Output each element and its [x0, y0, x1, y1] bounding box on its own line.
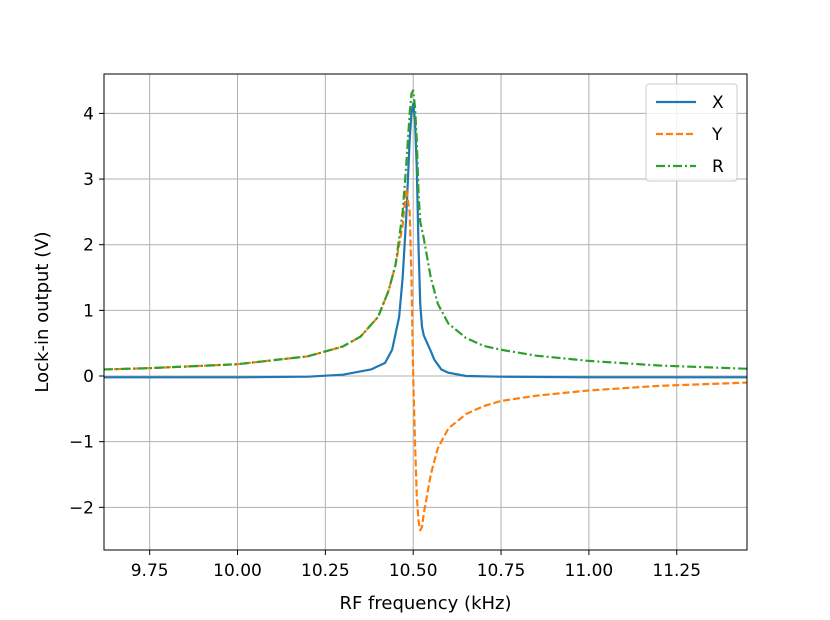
x-axis-ticks: 9.75 10.00 10.25 10.50 10.75 11.00 11.25: [131, 550, 701, 581]
y-axis-label: Lock-in output (V): [32, 231, 53, 392]
legend: XYR: [645, 83, 738, 182]
y-tick-label: 1: [83, 301, 94, 321]
series-line-x: [104, 102, 747, 379]
y-tick-label: 0: [83, 367, 94, 387]
x-tick-label: 11.00: [565, 561, 614, 581]
legend-label-r: R: [712, 157, 724, 177]
x-tick-label: 10.50: [389, 561, 438, 581]
y-tick-label: 2: [83, 236, 94, 256]
x-axis-label: RF frequency (kHz): [339, 593, 511, 614]
y-tick-label: 4: [83, 104, 94, 124]
grid: [104, 74, 747, 550]
y-axis-ticks: −2 −1 0 1 2 3 4: [69, 104, 104, 518]
x-tick-label: 9.75: [131, 561, 169, 581]
legend-label-x: X: [712, 93, 724, 113]
series-line-y: [104, 187, 747, 532]
axes-frame: [103, 73, 748, 551]
y-tick-label: 3: [83, 170, 94, 190]
x-tick-label: 10.75: [477, 561, 526, 581]
series-line-r: [104, 89, 747, 371]
y-tick-label: −1: [69, 433, 94, 453]
legend-label-y: Y: [711, 125, 723, 145]
x-tick-label: 10.00: [213, 561, 262, 581]
x-tick-label: 10.25: [301, 561, 350, 581]
legend-box: [645, 83, 738, 182]
x-tick-label: 11.25: [652, 561, 701, 581]
plot-series: [104, 89, 747, 532]
y-tick-label: −2: [69, 498, 94, 518]
